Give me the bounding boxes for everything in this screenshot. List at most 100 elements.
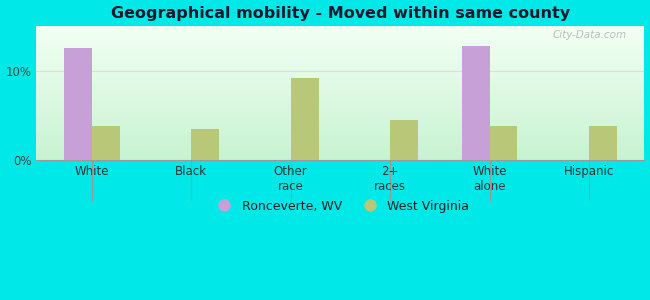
- Bar: [36, 75, 644, 76]
- Bar: [36, 95, 644, 96]
- Bar: [36, 106, 644, 107]
- Bar: [36, 31, 644, 32]
- Bar: [36, 153, 644, 154]
- Bar: [36, 140, 644, 141]
- Bar: [36, 74, 644, 75]
- Bar: [36, 51, 644, 52]
- Bar: [36, 64, 644, 65]
- Bar: [36, 37, 644, 38]
- Bar: [36, 120, 644, 121]
- Bar: [36, 47, 644, 48]
- Bar: [36, 46, 644, 47]
- Bar: [36, 118, 644, 119]
- Bar: [36, 130, 644, 131]
- Bar: [36, 100, 644, 101]
- Bar: [36, 86, 644, 87]
- Bar: [36, 126, 644, 127]
- Bar: [191, 129, 219, 160]
- Bar: [36, 155, 644, 156]
- Bar: [36, 42, 644, 43]
- Bar: [36, 111, 644, 112]
- Bar: [36, 85, 644, 86]
- Bar: [36, 147, 644, 148]
- Bar: [36, 139, 644, 140]
- Bar: [36, 136, 644, 137]
- Bar: [36, 146, 644, 147]
- Title: Geographical mobility - Moved within same county: Geographical mobility - Moved within sam…: [111, 6, 570, 21]
- Bar: [36, 43, 644, 44]
- Bar: [36, 26, 644, 27]
- Bar: [36, 105, 644, 106]
- Bar: [36, 78, 644, 79]
- Bar: [36, 135, 644, 136]
- Bar: [36, 152, 644, 153]
- Bar: [36, 67, 644, 68]
- Bar: [36, 132, 644, 133]
- Bar: [36, 157, 644, 158]
- Bar: [36, 151, 644, 152]
- Bar: [36, 49, 644, 50]
- Bar: [390, 120, 418, 160]
- Bar: [36, 54, 644, 55]
- Bar: [36, 68, 644, 69]
- Bar: [291, 78, 318, 160]
- Bar: [36, 102, 644, 103]
- Bar: [589, 126, 617, 160]
- Bar: [36, 124, 644, 125]
- Bar: [36, 58, 644, 59]
- Bar: [36, 77, 644, 78]
- Bar: [36, 50, 644, 51]
- Bar: [36, 137, 644, 138]
- Text: City-Data.com: City-Data.com: [552, 30, 626, 40]
- Bar: [36, 45, 644, 46]
- Bar: [36, 98, 644, 99]
- Bar: [36, 144, 644, 145]
- Bar: [36, 79, 644, 80]
- Bar: [36, 27, 644, 28]
- Bar: [36, 28, 644, 29]
- Bar: [36, 53, 644, 54]
- Bar: [36, 154, 644, 155]
- Bar: [36, 48, 644, 49]
- Bar: [36, 112, 644, 113]
- Bar: [36, 159, 644, 160]
- Bar: [36, 81, 644, 82]
- Bar: [36, 123, 644, 124]
- Bar: [36, 107, 644, 108]
- Bar: [36, 94, 644, 95]
- Bar: [36, 150, 644, 151]
- Bar: [36, 63, 644, 64]
- Bar: [36, 97, 644, 98]
- Bar: [36, 149, 644, 150]
- Bar: [36, 40, 644, 41]
- Bar: [92, 126, 120, 160]
- Bar: [36, 72, 644, 73]
- Bar: [36, 61, 644, 62]
- Bar: [36, 29, 644, 30]
- Bar: [36, 60, 644, 61]
- Bar: [489, 126, 517, 160]
- Bar: [36, 38, 644, 39]
- Bar: [36, 129, 644, 130]
- Bar: [462, 46, 489, 160]
- Bar: [36, 119, 644, 120]
- Bar: [36, 148, 644, 149]
- Bar: [36, 116, 644, 117]
- Bar: [36, 125, 644, 126]
- Bar: [36, 99, 644, 100]
- Bar: [36, 35, 644, 36]
- Bar: [36, 114, 644, 115]
- Bar: [36, 52, 644, 53]
- Bar: [36, 115, 644, 116]
- Bar: [64, 48, 92, 160]
- Bar: [36, 145, 644, 146]
- Bar: [36, 82, 644, 83]
- Bar: [36, 83, 644, 84]
- Bar: [36, 108, 644, 109]
- Bar: [36, 141, 644, 142]
- Bar: [36, 142, 644, 143]
- Bar: [36, 117, 644, 118]
- Bar: [36, 127, 644, 128]
- Bar: [36, 62, 644, 63]
- Bar: [36, 134, 644, 135]
